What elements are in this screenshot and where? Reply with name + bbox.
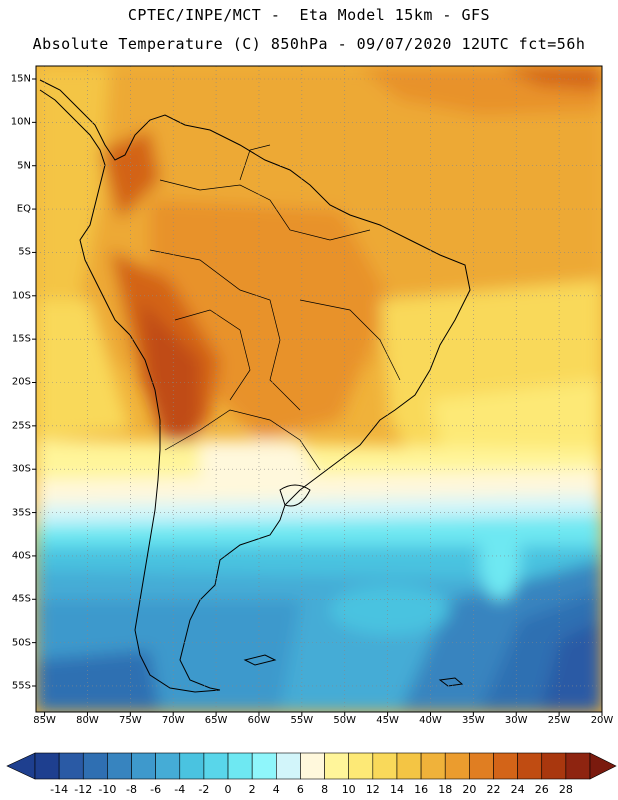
lon-tick-label: 40W (419, 715, 442, 726)
map-frame (35, 65, 603, 713)
map-title-line2: Absolute Temperature (C) 850hPa - 09/07/… (32, 35, 586, 53)
colorbar-tick-label: -4 (174, 783, 186, 796)
lon-tick-label: 80W (76, 715, 99, 726)
temperature-field (36, 66, 602, 712)
lon-tick-label: 85W (33, 715, 56, 726)
colorbar-tick-label: 0 (224, 783, 232, 796)
colorbar-swatch (541, 752, 567, 780)
colorbar-swatch (227, 752, 253, 780)
colorbar-swatch (34, 752, 60, 780)
lat-tick-label: 35S (11, 507, 31, 519)
lat-tick-label: 40S (11, 550, 31, 562)
colorbar-swatch (276, 752, 301, 780)
map-title-line1: CPTEC/INPE/MCT - Eta Model 15km - GFS (127, 6, 491, 24)
colorbar-tick-label: -10 (98, 783, 117, 796)
colorbar-tick-label: 24 (510, 783, 525, 796)
colorbar-min-arrow (6, 752, 36, 780)
colorbar-swatch (348, 752, 374, 780)
colorbar-tick-label: -8 (126, 783, 137, 796)
colorbar-swatch (203, 752, 229, 780)
lon-tick-label: 35W (462, 715, 485, 726)
colorbar-swatch (82, 752, 108, 780)
colorbar-tick-label: 4 (272, 783, 280, 796)
lon-tick-label: 65W (204, 715, 228, 726)
temperature-colorbar (6, 752, 617, 780)
lon-tick-label: 50W (333, 715, 357, 726)
colorbar-tick-label: 18 (438, 783, 453, 796)
lat-tick-label: 25S (11, 420, 31, 432)
lat-tick-label: 15N (10, 73, 31, 85)
colorbar-swatch (396, 752, 422, 780)
lon-tick-label: 45W (376, 715, 399, 726)
colorbar-swatch (420, 752, 446, 780)
colorbar-tick-label: 12 (365, 783, 380, 796)
colorbar-swatch (444, 752, 470, 780)
colorbar-tick-label: 14 (389, 783, 404, 796)
lat-tick-label: 5N (17, 160, 31, 172)
lat-tick-label: 45S (11, 593, 31, 605)
lon-tick-label: 75W (119, 715, 142, 726)
colorbar-tick-label: 8 (321, 783, 329, 796)
coastlines (39, 79, 471, 693)
colorbar-swatch (131, 752, 156, 780)
lat-tick-label: 20S (11, 376, 31, 388)
lat-tick-label: 5S (18, 246, 31, 258)
colorbar-tick-label: 6 (296, 783, 304, 796)
colorbar-swatch (517, 752, 543, 780)
colorbar-max-arrow (589, 752, 617, 780)
colorbar-tick-label: -12 (74, 783, 93, 796)
colorbar-swatch (324, 752, 349, 780)
lon-tick-label: 30W (504, 715, 528, 726)
lat-tick-label: 55S (11, 680, 31, 692)
colorbar-swatch (107, 752, 132, 780)
lat-tick-label: 10N (10, 116, 31, 128)
colorbar-tick-label: 28 (558, 783, 573, 796)
colorbar-tick-label: -6 (150, 783, 162, 796)
lon-tick-label: 20W (590, 715, 614, 726)
axis-ticks (32, 78, 603, 716)
colorbar-swatch (469, 752, 494, 780)
country-borders (149, 144, 401, 471)
colorbar-tick-label: -2 (198, 783, 210, 796)
colorbar-tick-label: 2 (248, 783, 256, 796)
lon-tick-label: 70W (161, 715, 185, 726)
colorbar-tick-label: 20 (462, 783, 477, 796)
lat-tick-label: 10S (11, 290, 31, 302)
lon-tick-label: 60W (247, 715, 271, 726)
colorbar-tick-label: 26 (534, 783, 549, 796)
colorbar-tick-label: 22 (486, 783, 501, 796)
colorbar-swatch (155, 752, 181, 780)
colorbar-swatch (565, 752, 591, 780)
colorbar-swatch (372, 752, 398, 780)
colorbar-swatch (493, 752, 518, 780)
colorbar-tick-label: 16 (414, 783, 429, 796)
colorbar-tick-label: -14 (50, 783, 69, 796)
lon-tick-label: 25W (547, 715, 571, 726)
lat-tick-label: 50S (11, 637, 31, 649)
lat-tick-label: 15S (11, 333, 31, 345)
colorbar-tick-label: 10 (341, 783, 356, 796)
colorbar-swatch (300, 752, 325, 780)
colorbar-swatch (58, 752, 84, 780)
lat-tick-label: EQ (16, 203, 31, 215)
colorbar-swatch (251, 752, 277, 780)
lon-tick-label: 55W (290, 715, 314, 726)
lat-tick-label: 30S (11, 463, 31, 475)
colorbar-swatch (179, 752, 205, 780)
